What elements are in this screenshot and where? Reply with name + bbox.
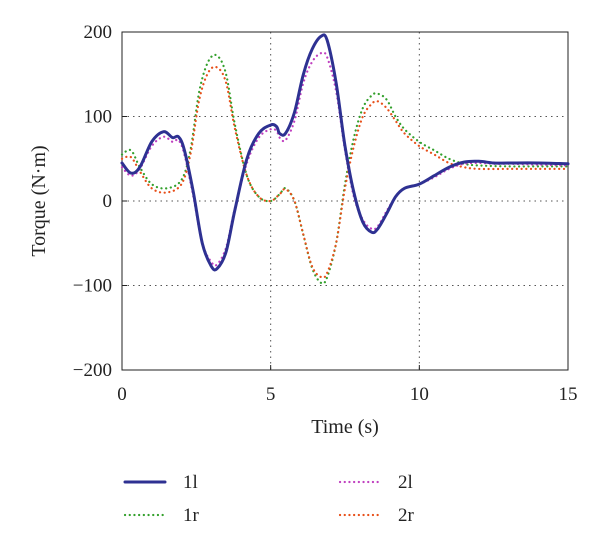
legend-label-2l: 2l bbox=[398, 472, 413, 493]
series-lines bbox=[120, 33, 570, 285]
grid-lines bbox=[122, 32, 568, 370]
legend-label-2r: 2r bbox=[398, 505, 415, 526]
x-tick-label: 5 bbox=[266, 384, 276, 405]
legend-label-1l: 1l bbox=[183, 472, 198, 493]
x-tick-label: 15 bbox=[559, 384, 578, 405]
series-line-2r bbox=[120, 65, 570, 279]
y-tick-label: −200 bbox=[73, 360, 112, 381]
legend: 1l 1r 2l 2r bbox=[123, 472, 415, 526]
x-tick-label: 0 bbox=[117, 384, 127, 405]
y-tick-label: −100 bbox=[73, 276, 112, 297]
x-axis-label: Time (s) bbox=[311, 416, 379, 438]
y-tick-label: 200 bbox=[84, 22, 113, 43]
y-tick-label: 0 bbox=[103, 191, 113, 212]
x-tick-label: 10 bbox=[410, 384, 429, 405]
axis-ticks: 0 5 10 15 −200 −100 0 100 200 bbox=[73, 22, 578, 405]
y-tick-label: 100 bbox=[84, 107, 113, 128]
series-line-1l bbox=[120, 33, 570, 272]
legend-label-1r: 1r bbox=[183, 505, 200, 526]
y-axis-label: Torque (N·m) bbox=[28, 145, 50, 256]
